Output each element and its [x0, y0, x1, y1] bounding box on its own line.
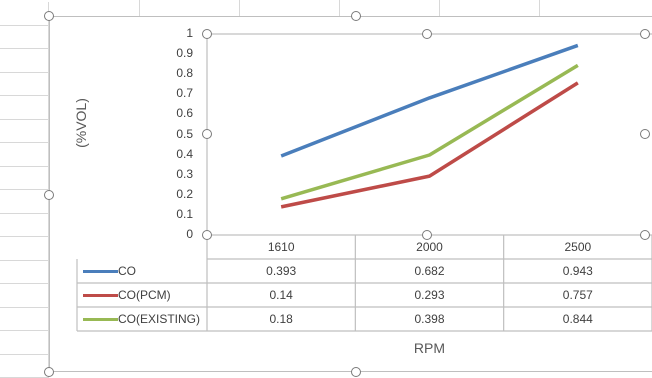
y-tick-label: 1: [150, 26, 193, 40]
y-tick-label: 0.9: [150, 46, 193, 60]
y-tick-label: 0.1: [150, 207, 193, 221]
data-table-cell: 0.393: [207, 264, 355, 278]
plot-area: [207, 34, 652, 235]
plot-area-resize-handle[interactable]: [640, 129, 650, 139]
y-tick-label: 0.7: [150, 86, 193, 100]
data-table-cell: 0.18: [207, 312, 355, 326]
series-line: [281, 65, 578, 198]
plot-area-resize-handle[interactable]: [202, 129, 212, 139]
y-tick-label: 0: [150, 227, 193, 241]
series-line: [281, 83, 578, 207]
data-table-cell: 0.398: [355, 312, 503, 326]
chart-resize-handle[interactable]: [351, 11, 361, 21]
plot-area-resize-handle[interactable]: [202, 29, 212, 39]
y-axis-title: (%VOL): [73, 88, 89, 158]
legend-key-swatch: [83, 318, 118, 321]
plot-area-resize-handle[interactable]: [640, 29, 650, 39]
y-tick-label: 0.4: [150, 147, 193, 161]
y-tick-label: 0.3: [150, 167, 193, 181]
y-tick-label: 0.8: [150, 66, 193, 80]
data-table-cell: 0.844: [504, 312, 652, 326]
series-line: [281, 45, 578, 156]
data-table-cell: 0.943: [504, 264, 652, 278]
y-tick-label: 0.2: [150, 187, 193, 201]
data-table-cell: 0.757: [504, 288, 652, 302]
legend-key-label: CO(PCM): [118, 288, 171, 302]
data-table-cell: 0.293: [355, 288, 503, 302]
legend-key-swatch: [83, 270, 118, 273]
legend-key-swatch: [83, 294, 118, 297]
data-table-cell: 0.682: [355, 264, 503, 278]
x-category-label: 2000: [355, 240, 503, 254]
x-category-label: 1610: [207, 240, 355, 254]
legend-key-label: CO(EXISTING): [118, 312, 200, 326]
plot-area-resize-handle[interactable]: [422, 29, 432, 39]
plot-area-resize-handle[interactable]: [640, 230, 650, 240]
data-table-cell: 0.14: [207, 288, 355, 302]
chart-resize-handle[interactable]: [44, 190, 54, 200]
x-axis-title: RPM: [355, 340, 503, 356]
y-tick-label: 0.6: [150, 106, 193, 120]
plot-area-resize-handle[interactable]: [422, 230, 432, 240]
plot-area-resize-handle[interactable]: [202, 230, 212, 240]
legend-key-label: CO: [118, 264, 136, 278]
y-tick-label: 0.5: [150, 127, 193, 141]
chart-resize-handle[interactable]: [44, 11, 54, 21]
x-category-label: 2500: [504, 240, 652, 254]
